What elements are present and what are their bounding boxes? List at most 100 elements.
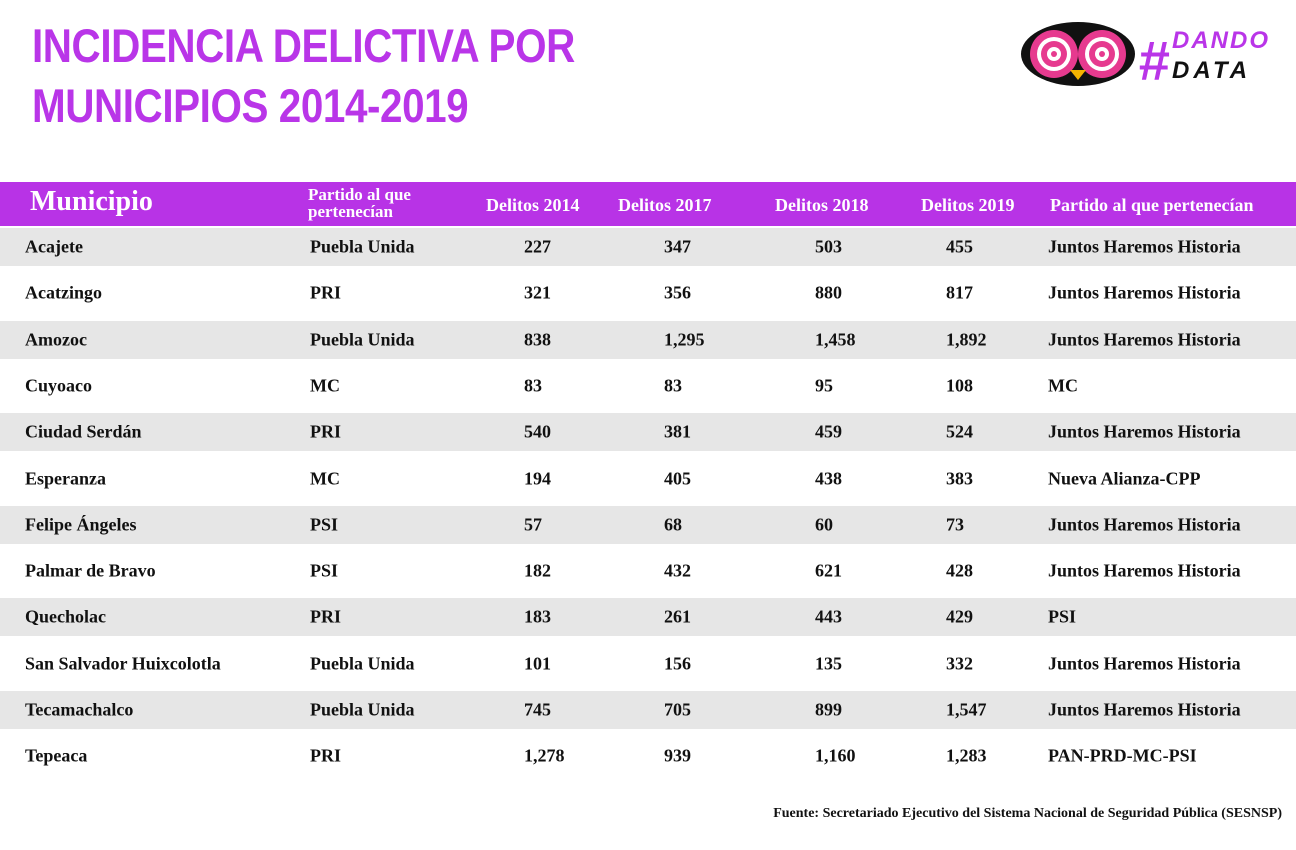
- table-cell: 503: [815, 236, 842, 257]
- table-cell: Puebla Unida: [310, 236, 415, 257]
- table-cell: 838: [524, 329, 551, 350]
- table-cell: Tepeaca: [25, 745, 88, 766]
- table-cell: 68: [664, 514, 682, 535]
- table-cell: PAN-PRD-MC-PSI: [1048, 745, 1197, 766]
- table-cell: Palmar de Bravo: [25, 560, 156, 581]
- column-header: Delitos 2014: [486, 195, 580, 215]
- table-cell: 261: [664, 606, 691, 627]
- table-cell: Acatzingo: [25, 282, 102, 303]
- table-cell: Juntos Haremos Historia: [1048, 421, 1241, 442]
- logo-hash: #: [1138, 29, 1170, 90]
- table-cell: 405: [664, 468, 691, 488]
- table-cell: MC: [1048, 375, 1078, 396]
- table-cell: 83: [664, 375, 682, 396]
- table-cell: 1,278: [524, 745, 565, 766]
- table-cell: Cuyoaco: [25, 375, 92, 396]
- table-cell: 432: [664, 560, 691, 581]
- column-header: Delitos 2019: [921, 195, 1015, 215]
- table-cell: 383: [946, 468, 973, 488]
- table-cell: Acajete: [25, 236, 83, 257]
- table-cell: MC: [310, 468, 340, 488]
- table-cell: 83: [524, 375, 542, 396]
- table-cell: MC: [310, 375, 340, 396]
- column-header: Partido al que pertenecían: [1050, 195, 1254, 215]
- table-cell: 939: [664, 745, 691, 766]
- table-cell: PSI: [310, 514, 339, 535]
- logo-text: DATA: [1172, 57, 1251, 84]
- table-cell: 183: [524, 606, 551, 627]
- row-band: [0, 598, 1296, 637]
- table-cell: 356: [664, 282, 691, 303]
- table-cell: Puebla Unida: [310, 329, 415, 350]
- table-cell: 438: [815, 468, 842, 488]
- table-cell: 156: [664, 653, 691, 674]
- table-cell: 705: [664, 699, 691, 720]
- table-cell: PRI: [310, 745, 341, 766]
- table-cell: 135: [815, 653, 842, 674]
- table-cell: 108: [946, 375, 973, 396]
- table-cell: PRI: [310, 421, 341, 442]
- row-band: [0, 228, 1296, 266]
- table-cell: 73: [946, 514, 964, 535]
- table-cell: 321: [524, 282, 551, 303]
- row-band: [0, 691, 1296, 729]
- table-cell: PRI: [310, 606, 341, 627]
- table-cell: 1,547: [946, 699, 987, 720]
- row-band: [0, 320, 1296, 359]
- table-cell: 1,283: [946, 745, 987, 766]
- table-cell: 429: [946, 606, 973, 627]
- table-cell: Puebla Unida: [310, 699, 415, 720]
- table-cell: Nueva Alianza-CPP: [1048, 468, 1201, 488]
- table-cell: 621: [815, 560, 842, 581]
- table-cell: Juntos Haremos Historia: [1048, 699, 1241, 720]
- table-cell: 459: [815, 421, 842, 442]
- table-cell: 194: [524, 468, 551, 488]
- table-cell: 332: [946, 653, 973, 674]
- title-line: MUNICIPIOS 2014-2019: [32, 79, 469, 132]
- table-cell: Juntos Haremos Historia: [1048, 653, 1241, 674]
- table-cell: 182: [524, 560, 551, 581]
- table-cell: Felipe Ángeles: [25, 514, 137, 535]
- table-cell: Juntos Haremos Historia: [1048, 560, 1241, 581]
- table-cell: Amozoc: [25, 329, 87, 350]
- table-cell: Juntos Haremos Historia: [1048, 514, 1241, 535]
- table-cell: 101: [524, 653, 551, 674]
- table-cell: Juntos Haremos Historia: [1048, 282, 1241, 303]
- table-cell: Juntos Haremos Historia: [1048, 329, 1241, 350]
- table-cell: Tecamachalco: [25, 699, 134, 720]
- table-cell: 381: [664, 421, 691, 442]
- table-cell: San Salvador Huixcolotla: [25, 653, 221, 674]
- table-cell: Quecholac: [25, 606, 106, 627]
- table-cell: 227: [524, 236, 551, 257]
- column-header: Delitos 2018: [775, 195, 869, 215]
- table-cell: 347: [664, 236, 691, 257]
- table-cell: 57: [524, 514, 542, 535]
- table-cell: 899: [815, 699, 842, 720]
- column-header: Delitos 2017: [618, 195, 712, 215]
- column-header: Partido al que pertenecían: [308, 185, 411, 221]
- table-cell: 443: [815, 606, 842, 627]
- table-cell: 95: [815, 375, 833, 396]
- table-cell: 1,295: [664, 329, 705, 350]
- table-cell: 455: [946, 236, 973, 257]
- table-cell: 540: [524, 421, 551, 442]
- table-cell: 817: [946, 282, 973, 303]
- table-cell: 1,892: [946, 329, 987, 350]
- table-cell: 880: [815, 282, 842, 303]
- table-cell: 60: [815, 514, 833, 535]
- table-cell: PRI: [310, 282, 341, 303]
- table-cell: Esperanza: [25, 468, 106, 488]
- table-header: [0, 182, 1296, 226]
- table-cell: Puebla Unida: [310, 653, 415, 674]
- row-band: [0, 413, 1296, 452]
- table-cell: 1,458: [815, 329, 856, 350]
- table-cell: 1,160: [815, 745, 856, 766]
- table-cell: 524: [946, 421, 973, 442]
- title-line: INCIDENCIA DELICTIVA POR: [32, 19, 575, 72]
- table-cell: 745: [524, 699, 551, 720]
- table-cell: PSI: [1048, 606, 1077, 627]
- table-cell: PSI: [310, 560, 339, 581]
- logo-text: DANDO: [1172, 27, 1270, 54]
- logo: # DANDO DATA: [1021, 22, 1270, 90]
